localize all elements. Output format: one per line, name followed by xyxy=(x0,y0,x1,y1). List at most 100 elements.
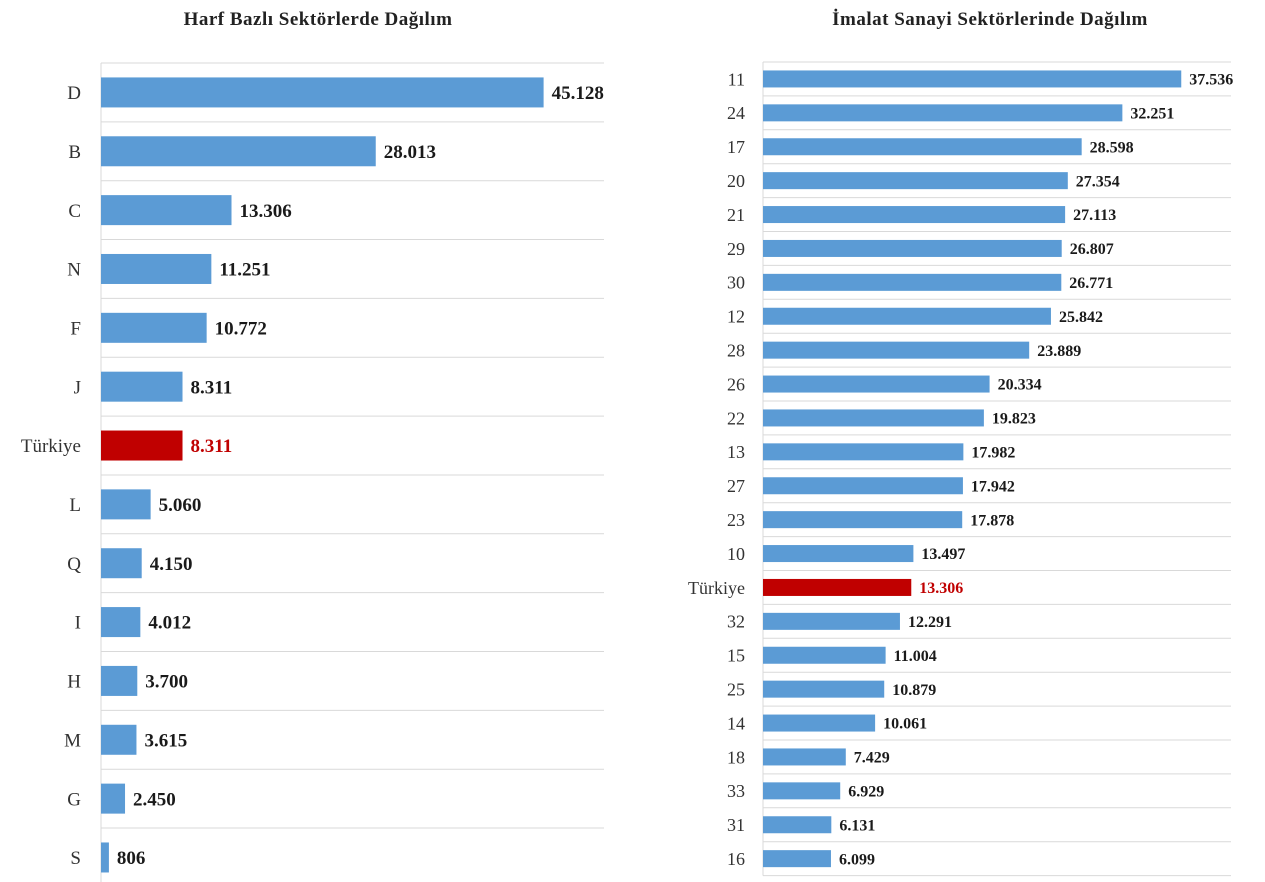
data-label: 7.429 xyxy=(854,750,890,767)
category-label: 29 xyxy=(727,239,745,259)
data-label: 45.128 xyxy=(552,83,604,104)
data-label: 17.982 xyxy=(971,444,1015,461)
data-label: 2.450 xyxy=(133,789,176,810)
category-label: 20 xyxy=(727,171,745,191)
category-label: 22 xyxy=(727,408,745,428)
bar xyxy=(101,195,232,226)
category-label: 16 xyxy=(727,849,745,869)
category-label: 18 xyxy=(727,747,745,767)
category-label: N xyxy=(67,260,81,281)
bar xyxy=(763,511,963,529)
category-label: Q xyxy=(67,554,81,575)
data-label: 23.889 xyxy=(1037,343,1081,360)
imalat-sanayi-chart: İmalat Sanayi Sektörlerinde Dağılım 11 37… xyxy=(688,9,1233,877)
data-label: 17.878 xyxy=(970,512,1014,529)
data-label: 32.251 xyxy=(1130,105,1174,122)
category-label: H xyxy=(67,672,81,693)
data-label: 10.061 xyxy=(883,716,927,733)
data-label: 806 xyxy=(117,848,146,869)
data-label: 13.306 xyxy=(919,580,963,597)
data-label: 11.004 xyxy=(894,648,937,665)
data-label: 11.251 xyxy=(219,260,270,281)
data-label: 27.113 xyxy=(1073,207,1116,224)
data-label: 6.929 xyxy=(848,783,884,800)
data-label: 37.536 xyxy=(1189,72,1233,89)
category-label: J xyxy=(74,377,81,398)
data-label: 28.598 xyxy=(1090,139,1134,156)
bar xyxy=(763,138,1082,156)
bar xyxy=(101,136,376,167)
category-label: 12 xyxy=(727,307,745,327)
category-label: 31 xyxy=(727,815,745,835)
category-label: D xyxy=(67,83,81,104)
bar xyxy=(763,545,914,563)
data-label: 12.291 xyxy=(908,614,952,631)
data-label: 26.807 xyxy=(1070,241,1114,258)
category-label: 21 xyxy=(727,205,745,225)
bar xyxy=(763,612,900,630)
bar xyxy=(101,489,151,520)
category-label: 26 xyxy=(727,374,745,394)
data-label: 13.497 xyxy=(921,546,965,563)
data-label: 10.879 xyxy=(892,682,936,699)
data-label: 8.311 xyxy=(191,436,233,457)
bar xyxy=(763,646,886,664)
bar xyxy=(101,842,109,873)
bar-turkiye xyxy=(763,578,912,596)
data-label: 3.700 xyxy=(145,672,188,693)
category-label: Türkiye xyxy=(21,436,81,457)
data-label: 4.012 xyxy=(148,613,191,634)
category-label: 32 xyxy=(727,612,745,632)
bar xyxy=(763,850,831,868)
bar xyxy=(763,477,963,495)
bar xyxy=(763,172,1068,190)
category-label: 10 xyxy=(727,544,745,564)
data-label: 4.150 xyxy=(150,554,193,575)
bar xyxy=(763,206,1066,224)
category-label: 15 xyxy=(727,646,745,666)
data-label: 3.615 xyxy=(144,730,187,751)
category-label: 27 xyxy=(727,476,745,496)
category-label: B xyxy=(68,142,81,163)
bar xyxy=(763,816,832,834)
bar xyxy=(101,783,126,814)
data-label: 10.772 xyxy=(215,318,267,339)
data-label: 27.354 xyxy=(1076,173,1120,190)
data-label: 8.311 xyxy=(191,377,233,398)
bar xyxy=(763,748,846,766)
category-label: S xyxy=(70,848,81,869)
category-label: F xyxy=(70,318,81,339)
data-label: 25.842 xyxy=(1059,309,1103,326)
bar xyxy=(763,307,1051,325)
bar xyxy=(101,312,207,343)
category-label: 24 xyxy=(727,103,745,123)
bar xyxy=(763,239,1062,257)
category-label: M xyxy=(64,730,81,751)
category-label: C xyxy=(68,201,81,222)
bar xyxy=(101,371,183,402)
harf-bazli-chart: Harf Bazlı Sektörlerde Dağılım D 45.128 B 2… xyxy=(21,9,604,882)
bar xyxy=(763,375,990,393)
category-label: 23 xyxy=(727,510,745,530)
bar xyxy=(763,443,964,461)
data-label: 13.306 xyxy=(240,201,292,222)
bar xyxy=(763,273,1062,291)
bar xyxy=(101,665,138,696)
category-label: 17 xyxy=(727,137,745,157)
bar xyxy=(763,341,1030,359)
bar xyxy=(101,548,142,579)
category-label: 13 xyxy=(727,442,745,462)
data-label: 19.823 xyxy=(992,411,1036,428)
data-label: 20.334 xyxy=(998,377,1042,394)
data-label: 6.099 xyxy=(839,851,875,868)
category-label: 11 xyxy=(728,69,745,89)
category-label: L xyxy=(69,495,81,516)
bar xyxy=(101,77,544,108)
data-label: 6.131 xyxy=(839,817,875,834)
bar-turkiye xyxy=(101,430,183,461)
bar xyxy=(763,104,1123,122)
data-label: 17.942 xyxy=(971,478,1015,495)
bar xyxy=(763,714,876,732)
bar xyxy=(101,253,212,284)
